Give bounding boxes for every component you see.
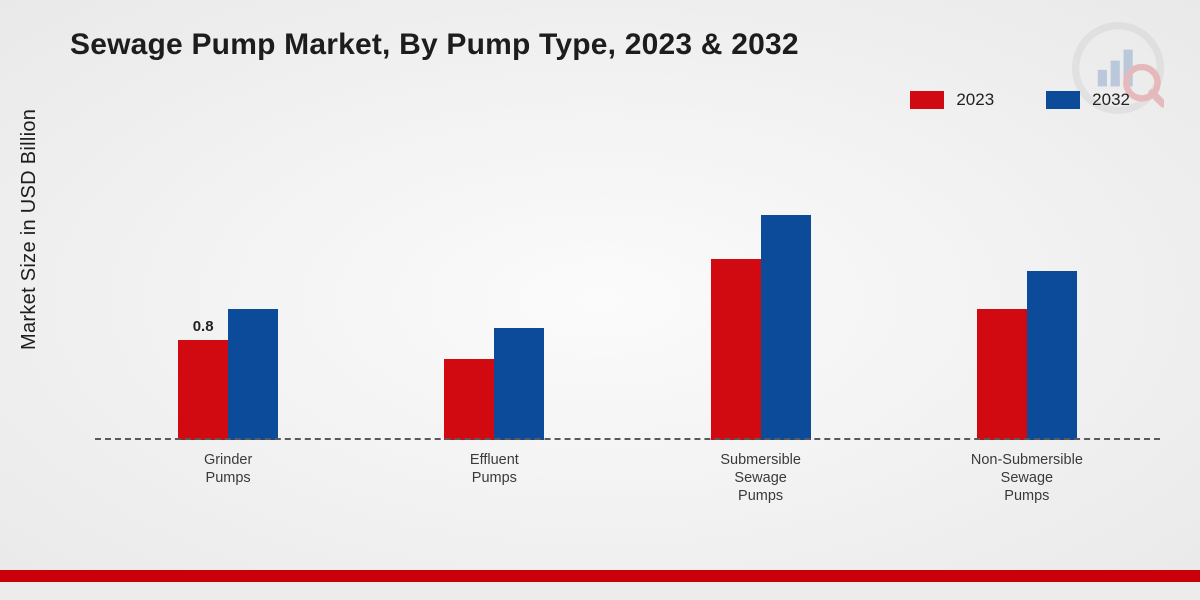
- bar-groups: 0.8: [95, 150, 1160, 440]
- x-label-line: Grinder: [204, 452, 252, 468]
- bar-group: [977, 271, 1077, 440]
- bar-2032: [494, 328, 544, 441]
- x-label: Effluent Pumps: [414, 445, 574, 500]
- legend: 2023 2032: [910, 90, 1130, 110]
- footer-gray-stripe: [0, 582, 1200, 600]
- legend-label-2023: 2023: [956, 90, 994, 110]
- x-label: Grinder Pumps: [148, 445, 308, 500]
- bar-2023: 0.8: [178, 340, 228, 440]
- bar-group: 0.8: [178, 309, 278, 440]
- legend-swatch-2032: [1046, 91, 1080, 109]
- chart-area: 0.8: [95, 150, 1160, 500]
- x-label-line: Effluent: [470, 452, 519, 468]
- x-label-line: Non-Submersible: [971, 452, 1083, 468]
- legend-item-2032: 2032: [1046, 90, 1130, 110]
- bar-2023: [711, 259, 761, 440]
- baseline: [95, 438, 1160, 440]
- legend-label-2032: 2032: [1092, 90, 1130, 110]
- bar-2023: [977, 309, 1027, 440]
- chart-title: Sewage Pump Market, By Pump Type, 2023 &…: [70, 28, 799, 62]
- bar-2032: [228, 309, 278, 440]
- footer-red-stripe: [0, 570, 1200, 582]
- x-label-line: Pumps: [1004, 488, 1049, 504]
- x-label-line: Sewage: [1001, 470, 1053, 486]
- x-label-line: Pumps: [738, 488, 783, 504]
- x-label: Non-Submersible Sewage Pumps: [947, 445, 1107, 500]
- x-label-line: Submersible: [720, 452, 801, 468]
- bar-2032: [761, 215, 811, 440]
- legend-swatch-2023: [910, 91, 944, 109]
- x-label-line: Sewage: [734, 470, 786, 486]
- bar-2023: [444, 359, 494, 440]
- x-label: Submersible Sewage Pumps: [681, 445, 841, 500]
- bar-2032: [1027, 271, 1077, 440]
- y-axis-label: Market Size in USD Billion: [18, 109, 41, 350]
- chart-page: Sewage Pump Market, By Pump Type, 2023 &…: [0, 0, 1200, 600]
- bar-data-label: 0.8: [193, 318, 214, 335]
- x-axis-labels: Grinder Pumps Effluent Pumps Submersible…: [95, 445, 1160, 500]
- legend-item-2023: 2023: [910, 90, 994, 110]
- x-label-line: Pumps: [206, 470, 251, 486]
- footer-bar: [0, 570, 1200, 600]
- bar-group: [444, 328, 544, 441]
- bar-group: [711, 215, 811, 440]
- x-label-line: Pumps: [472, 470, 517, 486]
